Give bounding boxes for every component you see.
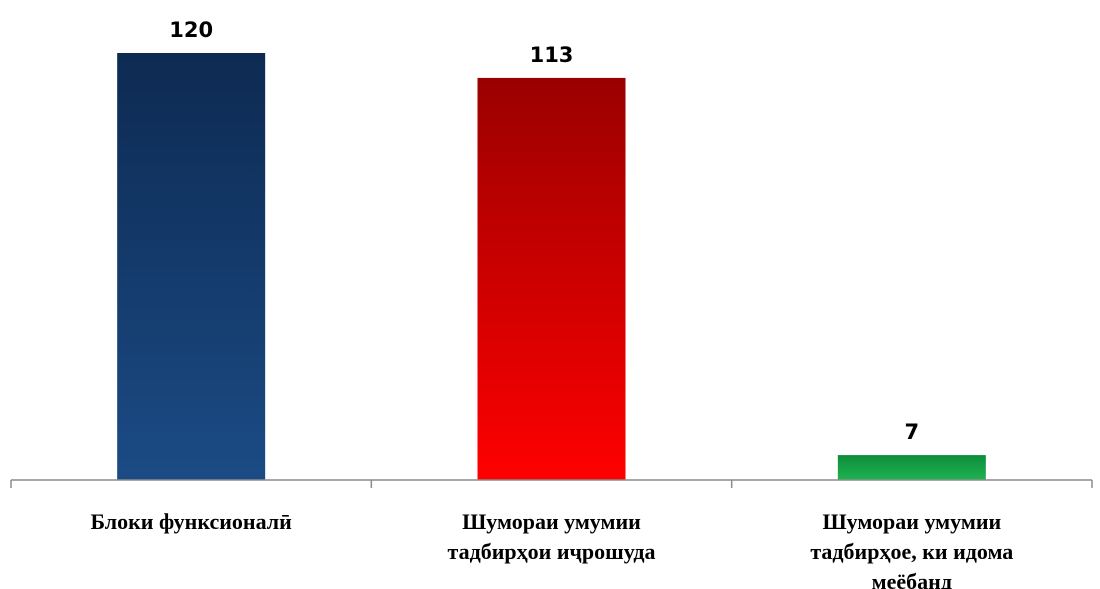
bar-1 (117, 53, 266, 480)
value-label-1: 120 (169, 18, 213, 42)
category-label-3: Шумораи умумии тадбирҳое, ки идома меёбанд (810, 509, 1013, 589)
bar-2 (477, 77, 626, 481)
value-label-3: 7 (905, 420, 920, 444)
value-labels-group: 120 113 7 (169, 18, 919, 444)
category-labels-group: Блоки функсионалӣ Шумораи умумии тадбирҳои… (91, 509, 1014, 589)
bar-3 (837, 455, 986, 480)
category-label-2: Шумораи умумии тадбирҳои иҷрошуда (448, 509, 656, 564)
x-axis (10, 479, 1093, 488)
category-label-1: Блоки функсионалӣ (91, 509, 293, 534)
value-label-2: 113 (530, 43, 574, 67)
bars-group (117, 53, 986, 481)
